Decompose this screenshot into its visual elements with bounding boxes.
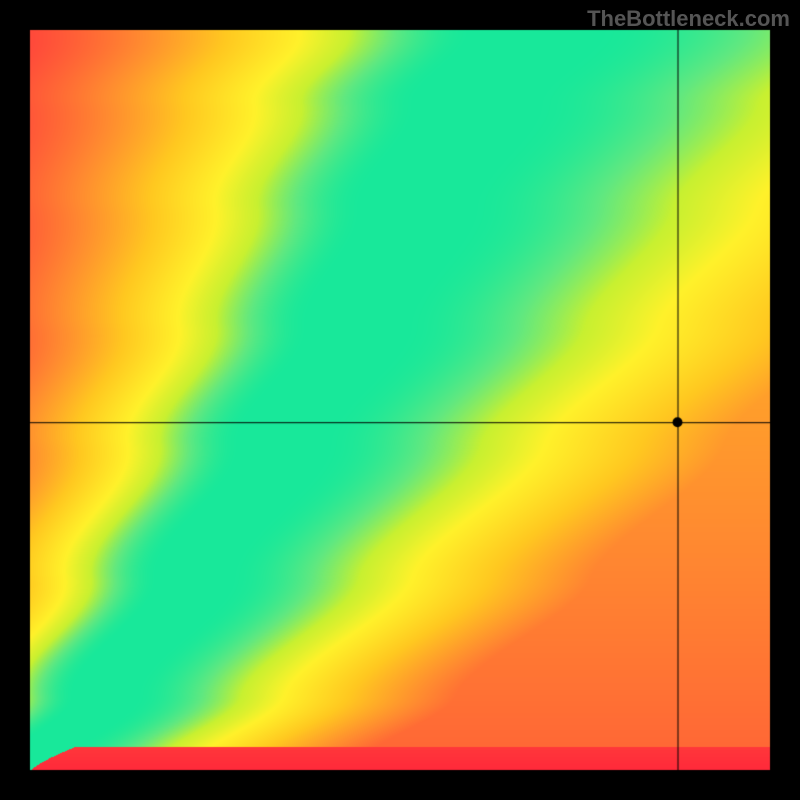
bottleneck-heatmap xyxy=(0,0,800,800)
chart-container: TheBottleneck.com xyxy=(0,0,800,800)
